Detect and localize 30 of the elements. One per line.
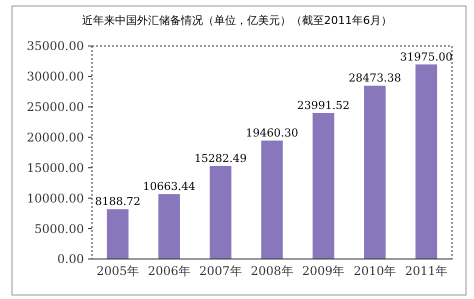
y-tick-label: 10000.00 <box>26 191 84 206</box>
bar <box>364 86 386 259</box>
data-label: 19460.30 <box>246 126 298 140</box>
data-label: 23991.52 <box>297 98 350 112</box>
y-tick-label: 0.00 <box>57 252 84 266</box>
x-tick-label: 2008年 <box>250 264 294 278</box>
data-label: 8188.72 <box>94 195 140 208</box>
x-tick-label: 2007年 <box>199 264 242 278</box>
x-tick-label: 2010年 <box>354 264 396 278</box>
bar <box>312 112 334 259</box>
y-tick-label: 25000.00 <box>26 100 84 114</box>
data-label: 10663.44 <box>142 180 196 194</box>
data-label: 15282.49 <box>194 152 247 165</box>
y-tick-label: 20000.00 <box>26 130 84 144</box>
x-tick-label: 2009年 <box>302 264 345 278</box>
bar <box>210 166 232 259</box>
y-tick-label: 30000.00 <box>26 70 84 84</box>
x-tick-label: 2011年 <box>405 264 448 278</box>
x-tick-label: 2006年 <box>148 264 190 278</box>
y-tick-label: 15000.00 <box>26 160 84 175</box>
y-tick-label: 5000.00 <box>34 222 84 236</box>
y-tick-label: 35000.00 <box>26 39 84 54</box>
bar <box>261 140 283 259</box>
data-label: 28473.38 <box>348 72 402 85</box>
chart-title: 近年来中国外汇储备情况（单位，亿美元）（截至2011年6月） <box>82 14 392 27</box>
bar <box>158 194 180 259</box>
bar <box>415 64 438 259</box>
data-label: 31975.00 <box>400 50 453 64</box>
x-tick-label: 2005年 <box>96 264 139 278</box>
bar <box>106 209 129 259</box>
